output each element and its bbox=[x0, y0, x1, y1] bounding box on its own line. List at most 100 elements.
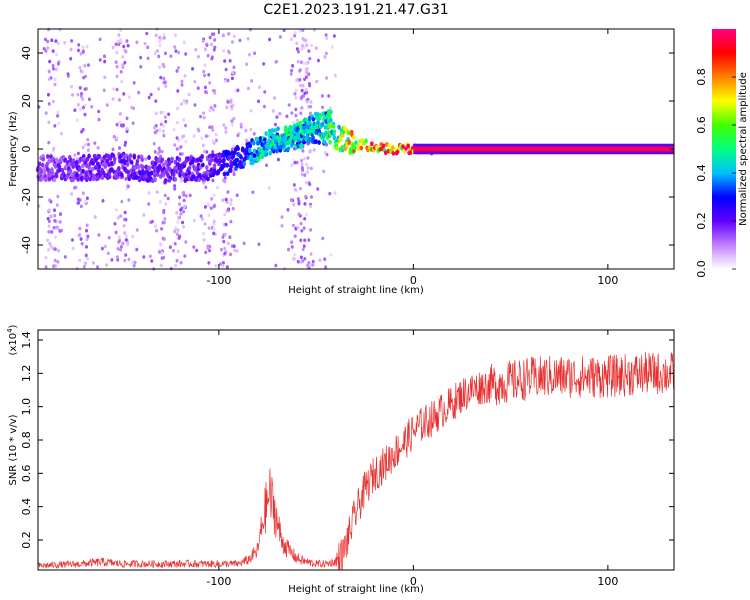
spectrogram-point bbox=[236, 133, 240, 138]
spectrogram-point bbox=[157, 87, 161, 91]
spectrogram-point bbox=[135, 40, 139, 45]
spectrogram-point bbox=[334, 145, 339, 151]
spectrogram-point bbox=[232, 65, 236, 70]
spectrogram-point bbox=[86, 63, 90, 67]
spectrogram-point bbox=[220, 165, 224, 171]
spectrogram-point bbox=[303, 238, 307, 242]
spectrogram-point bbox=[290, 245, 294, 249]
spectrogram-point bbox=[47, 77, 51, 81]
snr-y-tick-label: 1.2 bbox=[20, 365, 33, 383]
spectrogram-point bbox=[324, 33, 328, 37]
spectrogram-point bbox=[287, 103, 291, 107]
spectrogram-point bbox=[81, 45, 85, 49]
spectrogram-point bbox=[184, 101, 188, 105]
spectrogram-point bbox=[203, 73, 207, 78]
spectrogram-point bbox=[227, 32, 231, 36]
spectrogram-point bbox=[337, 124, 341, 130]
spectrogram-point bbox=[170, 156, 174, 162]
spectrogram-point bbox=[47, 229, 51, 234]
spectrogram-point bbox=[223, 251, 227, 256]
spectrogram-point bbox=[327, 94, 331, 98]
colorbar-tick-label: 0.2 bbox=[695, 212, 708, 230]
spectrogram-point bbox=[305, 75, 309, 79]
spectrogram-point bbox=[175, 120, 179, 125]
spectrogram-point bbox=[309, 252, 313, 256]
spectrogram-point bbox=[381, 143, 386, 149]
spectrogram-point bbox=[232, 34, 236, 39]
spectrogram-point bbox=[251, 140, 256, 146]
spectrogram-point bbox=[63, 157, 68, 163]
spectrogram-point bbox=[305, 67, 309, 71]
spectrogram-point bbox=[53, 247, 57, 251]
spectrogram-point bbox=[93, 141, 97, 145]
spectrogram-point bbox=[136, 154, 141, 160]
spectrogram-point bbox=[122, 44, 126, 49]
spectrogram-point bbox=[175, 232, 179, 237]
spectrogram-point bbox=[224, 130, 228, 134]
spectrogram-point bbox=[160, 149, 164, 154]
spectrogram-point bbox=[143, 41, 147, 46]
spectrogram-point bbox=[259, 153, 263, 159]
spectrogram-point bbox=[85, 44, 89, 49]
spectrogram-point bbox=[249, 127, 253, 132]
spectrogram-point bbox=[184, 194, 188, 198]
spectrogram-point bbox=[78, 65, 82, 70]
spectrogram-point bbox=[56, 248, 60, 253]
spectrogram-point bbox=[117, 33, 121, 37]
spectrogram-point bbox=[43, 37, 47, 42]
spectrogram-point bbox=[301, 167, 305, 171]
spectrogram-point bbox=[44, 255, 48, 260]
spectrogram-y-axis-label: Frequency (Hz) bbox=[8, 111, 19, 187]
spectrogram-point bbox=[149, 92, 153, 97]
spectrogram-point bbox=[227, 207, 231, 211]
spectrogram-point bbox=[303, 173, 307, 177]
spectrogram-point bbox=[150, 170, 154, 176]
spectrogram-point bbox=[200, 154, 204, 159]
spectrogram-point bbox=[184, 240, 188, 244]
spectrogram-point bbox=[354, 140, 358, 146]
spectrogram-point bbox=[56, 110, 60, 115]
spectrogram-point bbox=[105, 158, 110, 164]
spectrogram-point bbox=[40, 162, 45, 168]
spectrogram-point bbox=[60, 167, 65, 173]
spectrogram-point bbox=[305, 99, 309, 104]
spectrogram-point bbox=[275, 115, 279, 119]
spectrogram-point bbox=[293, 30, 297, 35]
spectrogram-point bbox=[53, 213, 57, 218]
spectrogram-point bbox=[395, 149, 400, 155]
spectrogram-point bbox=[56, 114, 60, 118]
spectrogram-y-tick-label: -20 bbox=[20, 188, 33, 206]
spectrogram-point bbox=[236, 146, 240, 151]
spectrogram-point bbox=[46, 216, 50, 221]
spectrogram-point bbox=[177, 138, 181, 143]
spectrogram-point bbox=[40, 176, 45, 182]
spectrogram-point bbox=[70, 84, 74, 89]
spectrogram-point bbox=[311, 135, 315, 141]
snr-x-tick-label: 0 bbox=[410, 575, 417, 588]
spectrogram-point bbox=[248, 143, 253, 149]
spectrogram-point bbox=[328, 122, 333, 128]
spectrogram-point bbox=[229, 219, 233, 224]
spectrogram-point bbox=[182, 40, 186, 45]
spectrogram-point bbox=[52, 225, 56, 230]
spectrogram-point bbox=[178, 195, 182, 200]
spectrogram-point bbox=[108, 156, 113, 161]
spectrogram-point bbox=[222, 48, 226, 53]
spectrogram-point bbox=[55, 203, 59, 207]
spectrogram-point bbox=[208, 161, 212, 166]
spectrogram-point bbox=[308, 149, 312, 153]
spectrogram-point bbox=[192, 218, 196, 223]
spectrogram-point bbox=[120, 199, 124, 204]
spectrogram-point bbox=[309, 166, 313, 171]
spectrogram-point bbox=[215, 138, 219, 143]
spectrogram-point bbox=[150, 259, 154, 263]
spectrogram-point bbox=[222, 239, 226, 244]
spectrogram-point bbox=[297, 212, 301, 217]
spectrogram-point bbox=[71, 246, 75, 251]
spectrogram-point bbox=[263, 152, 268, 158]
spectrogram-point bbox=[213, 104, 217, 108]
spectrogram-point bbox=[233, 248, 237, 253]
spectrogram-point bbox=[90, 166, 95, 172]
spectrogram-point bbox=[201, 162, 205, 168]
spectrogram-point bbox=[154, 224, 158, 228]
